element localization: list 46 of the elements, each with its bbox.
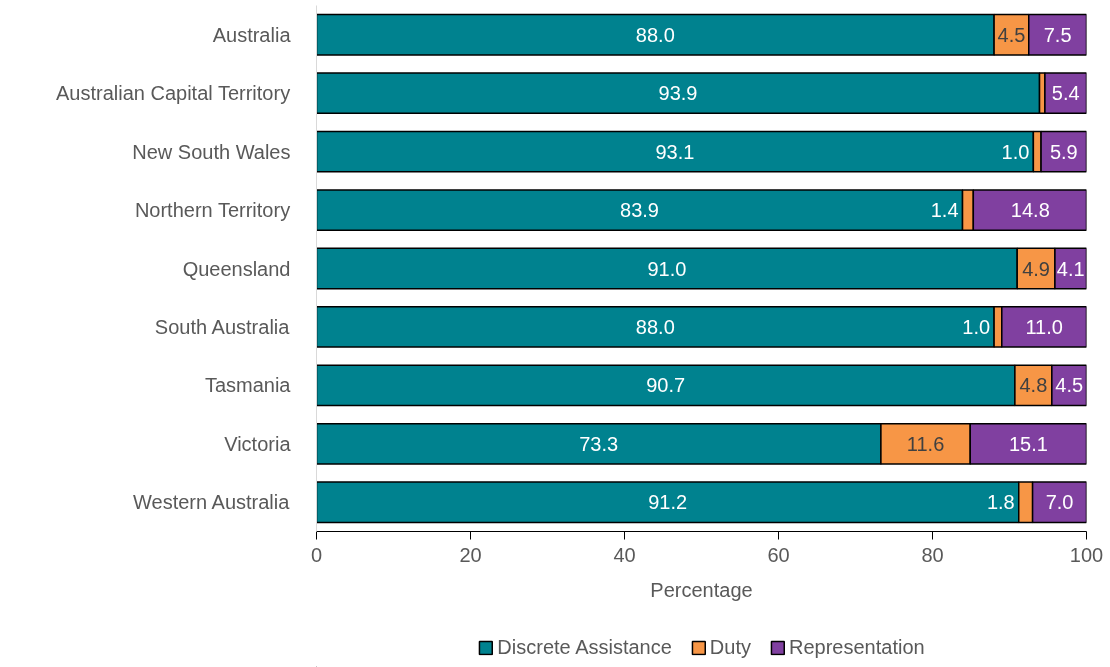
x-tick-label: 0 — [310, 543, 323, 566]
data-label: 7.5 — [1043, 23, 1072, 46]
x-axis-title: Percentage — [650, 578, 753, 601]
data-label: 93.9 — [658, 82, 698, 105]
y-tick-label: Tasmania — [204, 374, 292, 397]
data-label: 91.2 — [648, 491, 688, 514]
y-tick-label: Northern Territory — [134, 199, 291, 222]
x-tick-label: 60 — [767, 543, 790, 566]
x-tick-label: 80 — [921, 543, 944, 566]
data-label: 88.0 — [635, 23, 675, 46]
data-label: 88.0 — [635, 315, 675, 338]
y-tick-label: New South Wales — [132, 140, 291, 163]
data-label: 1.4 — [930, 199, 959, 222]
data-label: 4.5 — [1055, 374, 1084, 397]
bar — [316, 72, 1041, 115]
x-tick-label: 40 — [613, 543, 636, 566]
y-tick-label: Australian Capital Territory — [55, 82, 291, 105]
legend-label: Discrete Assistance — [497, 635, 672, 659]
data-label: 93.1 — [655, 140, 695, 163]
data-label: 14.8 — [1010, 199, 1050, 222]
data-label: 4.8 — [1019, 374, 1048, 397]
y-tick-label: Queensland — [182, 257, 291, 280]
x-tick-label: 20 — [459, 543, 482, 566]
legend-label: Representation — [788, 635, 925, 659]
x-tick-label: 100 — [1069, 543, 1104, 566]
data-label: 4.5 — [997, 23, 1026, 46]
data-label: 5.9 — [1049, 140, 1078, 163]
data-label: 73.3 — [579, 432, 619, 455]
legend-label: Duty — [709, 635, 751, 659]
data-label: 11.0 — [1025, 315, 1063, 338]
data-label: 1.0 — [962, 315, 991, 338]
data-label: 15.1 — [1008, 432, 1048, 455]
data-label: 90.7 — [646, 374, 686, 397]
y-tick-label: Victoria — [224, 432, 292, 455]
data-label: 7.0 — [1045, 491, 1074, 514]
y-tick-label: Western Australia — [133, 491, 291, 514]
data-label: 11.6 — [906, 432, 945, 455]
data-label: 1.0 — [1001, 140, 1030, 163]
y-tick-label: Australia — [212, 23, 292, 46]
data-label: 91.0 — [647, 257, 687, 280]
data-label: 5.4 — [1051, 82, 1080, 105]
data-label: 4.9 — [1022, 257, 1050, 280]
data-label: 4.1 — [1056, 257, 1085, 280]
y-tick-label: South Australia — [154, 315, 291, 338]
data-label: 1.8 — [986, 491, 1015, 514]
data-label: 83.9 — [620, 199, 659, 222]
